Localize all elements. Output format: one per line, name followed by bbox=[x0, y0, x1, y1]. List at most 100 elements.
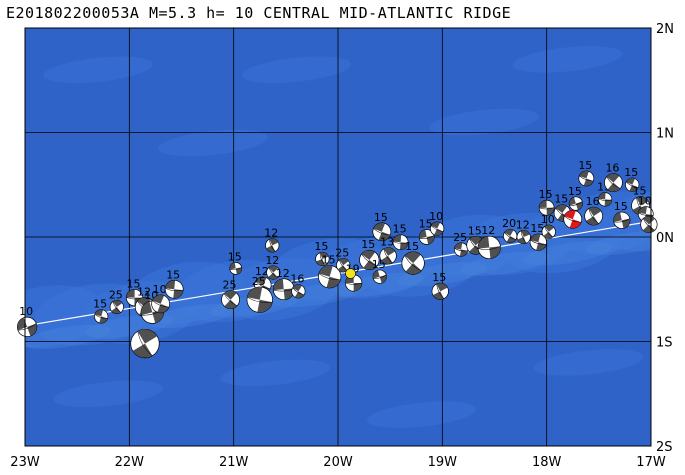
beachball-quadrant bbox=[544, 225, 554, 232]
nodal-plane bbox=[478, 246, 501, 250]
beachball-icon bbox=[392, 234, 409, 251]
depth-label: 25 bbox=[109, 288, 123, 301]
depth-label: 16 bbox=[586, 195, 600, 208]
beachball-quadrant bbox=[229, 262, 236, 270]
beachball-quadrant bbox=[266, 245, 276, 252]
beachball-quadrant bbox=[583, 178, 594, 186]
depth-label: 12 bbox=[276, 267, 290, 280]
beachball-quadrant bbox=[607, 182, 621, 192]
beachball-icon bbox=[597, 192, 613, 207]
beachball-icon bbox=[16, 316, 38, 337]
bathymetry-band bbox=[366, 401, 477, 428]
depth-label: 25 bbox=[453, 231, 467, 244]
beachball-quadrant bbox=[636, 196, 649, 206]
map-frame bbox=[24, 27, 652, 447]
beachball-quadrant bbox=[268, 265, 279, 273]
beachball-quadrant bbox=[419, 229, 427, 239]
beachball-quadrant bbox=[643, 216, 655, 225]
beachball-quadrant bbox=[173, 289, 183, 299]
depth-label: 15 bbox=[624, 166, 638, 179]
y-tick-label: 2S bbox=[656, 440, 673, 455]
beachball-icon bbox=[345, 274, 363, 292]
nodal-plane bbox=[643, 218, 655, 231]
beachball-quadrant bbox=[247, 287, 263, 300]
beachball-quadrant bbox=[27, 323, 37, 336]
beachball-icon bbox=[430, 221, 445, 236]
depth-label: 15 bbox=[432, 271, 446, 284]
depth-label: 15 bbox=[93, 298, 107, 311]
beachball-icon bbox=[265, 238, 280, 253]
nodal-plane bbox=[626, 181, 639, 188]
beachball-quadrant bbox=[478, 236, 490, 249]
beachball-quadrant bbox=[94, 309, 104, 317]
beachball-quadrant bbox=[292, 284, 302, 292]
beachball-quadrant bbox=[157, 303, 169, 313]
focal-mechanism-layer: 1015251512101015251512122512121615152519… bbox=[16, 159, 658, 359]
x-tick-label: 21W bbox=[219, 455, 249, 470]
bathymetry-band bbox=[429, 108, 539, 136]
beachball-icon bbox=[541, 224, 556, 239]
nodal-plane bbox=[373, 228, 391, 236]
beachball-quadrant bbox=[378, 231, 391, 241]
beachball-icon bbox=[640, 215, 658, 234]
nodal-plane bbox=[18, 323, 37, 331]
beachball-icon bbox=[229, 262, 243, 275]
beachball-icon bbox=[291, 284, 306, 299]
beachball-quadrant bbox=[133, 343, 153, 358]
beachball-quadrant bbox=[273, 278, 284, 291]
x-tick-label: 20W bbox=[323, 455, 353, 470]
beachball-quadrant bbox=[405, 263, 422, 275]
nodal-plane bbox=[383, 248, 393, 263]
bathymetry-band bbox=[533, 349, 644, 376]
x-tick-label: 18W bbox=[532, 455, 562, 470]
depth-label: 10 bbox=[541, 213, 555, 226]
axis-labels: 23W 22W 21W 20W 19W 18W 17W 2N 1N 0N 1S 2S bbox=[10, 22, 674, 470]
x-tick-label: 23W bbox=[10, 455, 40, 470]
y-tick-label: 0N bbox=[656, 231, 674, 246]
beachball-quadrant bbox=[268, 272, 278, 280]
depth-label: 10 bbox=[638, 195, 652, 208]
nodal-plane bbox=[94, 314, 108, 319]
beachball-quadrant bbox=[339, 258, 349, 266]
depth-label: 25 bbox=[223, 279, 237, 292]
depth-label: 12 bbox=[137, 285, 151, 298]
ridge-band bbox=[272, 282, 362, 308]
y-tick-label: 2N bbox=[656, 22, 674, 37]
beachball-quadrant bbox=[141, 301, 153, 316]
beachball-quadrant bbox=[224, 299, 237, 309]
nodal-plane bbox=[255, 281, 271, 289]
y-tick-label: 1S bbox=[656, 336, 673, 351]
depth-label: 15 bbox=[393, 223, 407, 236]
beachball-quadrant bbox=[517, 237, 527, 244]
nodal-plane bbox=[112, 301, 121, 313]
depth-label: 12 bbox=[516, 218, 530, 231]
nodal-plane bbox=[606, 176, 621, 189]
beachball-icon bbox=[625, 177, 640, 192]
beachball-quadrant bbox=[454, 242, 463, 250]
nodal-plane bbox=[613, 218, 630, 223]
beachball-quadrant bbox=[126, 289, 135, 298]
bathymetry-band bbox=[158, 129, 268, 157]
beachball-icon bbox=[454, 242, 469, 257]
beachball-icon bbox=[372, 269, 387, 284]
nodal-plane bbox=[345, 282, 362, 285]
beachball-quadrant bbox=[137, 329, 157, 344]
nodal-plane bbox=[436, 284, 445, 299]
depth-label: 16 bbox=[290, 273, 304, 286]
nodal-plane bbox=[269, 239, 276, 252]
nodal-plane bbox=[229, 267, 242, 270]
nodal-plane bbox=[319, 252, 325, 266]
beachball-quadrant bbox=[521, 230, 530, 237]
beachball-icon bbox=[584, 206, 603, 226]
ridge-band bbox=[335, 272, 425, 297]
beachball-quadrant bbox=[569, 197, 576, 206]
beachball-icon bbox=[516, 229, 531, 245]
ridge-band bbox=[460, 251, 550, 276]
depth-label: 12 bbox=[481, 224, 495, 237]
depth-label: 15 bbox=[322, 253, 336, 266]
nodal-plane bbox=[579, 175, 594, 182]
beachball-icon bbox=[578, 170, 595, 187]
depth-label: 15 bbox=[228, 250, 242, 263]
x-tick-label: 17W bbox=[636, 455, 666, 470]
